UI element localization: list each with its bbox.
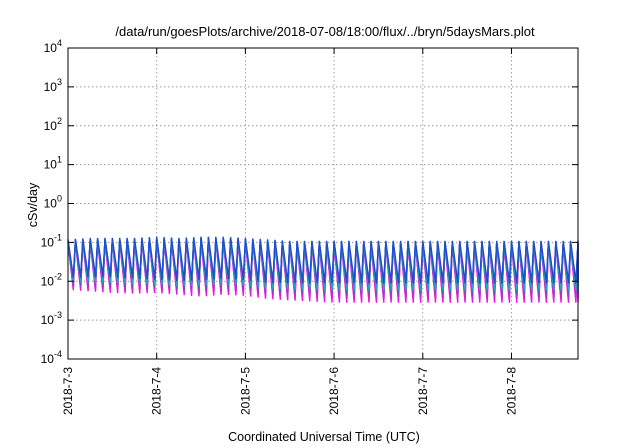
series-layer <box>67 236 579 303</box>
y-axis: 104 103 102 101 100 10-1 10-2 10-3 10-4 <box>41 38 578 366</box>
x-axis-title: Coordinated Universal Time (UTC) <box>228 430 420 444</box>
y-tick-label: 102 <box>44 116 62 133</box>
x-tick-label: 2018-7-5 <box>238 367 252 415</box>
y-tick-label: 104 <box>44 38 62 55</box>
x-axis: 2018-7-3 2018-7-4 2018-7-5 2018-7-6 2018-7-7… <box>61 48 518 415</box>
y-tick-label: 10-1 <box>41 232 62 249</box>
y-tick-label: 10-4 <box>41 349 62 366</box>
x-tick-label: 2018-7-8 <box>504 367 518 415</box>
x-tick-label: 2018-7-7 <box>416 367 430 415</box>
x-tick-label: 2018-7-6 <box>327 367 341 415</box>
series-line <box>67 236 579 282</box>
y-tick-label: 100 <box>44 194 62 211</box>
x-tick-label: 2018-7-3 <box>61 367 75 415</box>
grid <box>68 48 578 359</box>
y-tick-label: 103 <box>44 77 62 94</box>
y-tick-label: 101 <box>44 155 62 172</box>
x-tick-label: 2018-7-4 <box>150 367 164 415</box>
y-axis-title: cSv/day <box>26 182 40 227</box>
y-tick-label: 10-2 <box>41 271 62 288</box>
chart-title: /data/run/goesPlots/archive/2018-07-08/1… <box>115 24 535 39</box>
y-tick-label: 10-3 <box>41 310 62 327</box>
